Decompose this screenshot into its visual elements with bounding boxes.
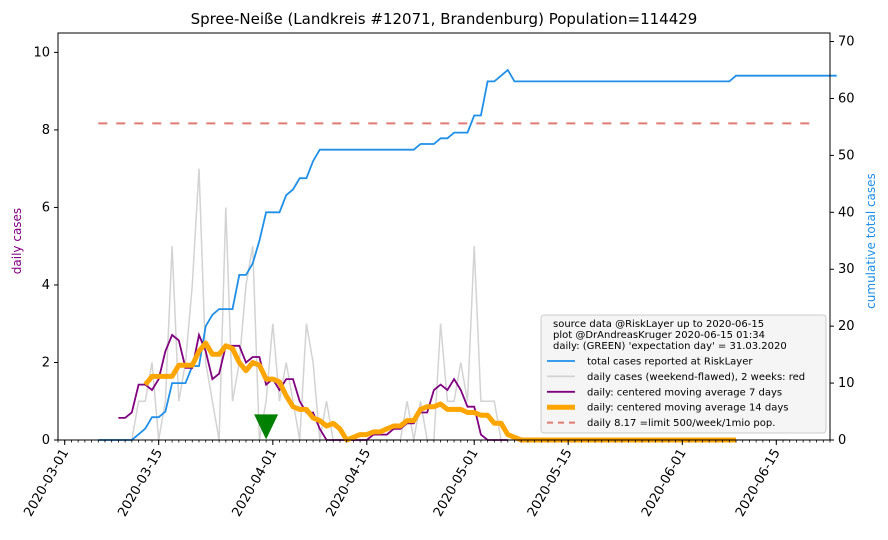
y-left-tick-label: 0 [42,433,50,448]
legend-label: daily cases (weekend-flawed), 2 weeks: r… [587,372,805,383]
legend-header-line: daily: (GREEN) 'expectation day' = 31.03… [553,341,787,352]
y-right-tick-label: 30 [838,262,855,277]
legend-header-line: plot @DrAndreasKruger 2020-06-15 01:34 [553,330,765,341]
legend: source data @RiskLayer up to 2020-06-15p… [540,314,827,434]
y-right-tick-label: 50 [838,148,855,163]
chart-title: Spree-Neiße (Landkreis #12071, Brandenbu… [191,10,698,28]
y-left-tick-label: 10 [33,45,50,60]
y-right-tick-label: 0 [838,433,846,448]
legend-header-line: source data @RiskLayer up to 2020-06-15 [553,319,764,330]
legend-label: daily 8.17 =limit 500/week/1mio pop. [587,418,775,429]
y-right-tick-label: 60 [838,91,855,106]
y-right-tick-label: 70 [838,35,855,50]
expectation-day-marker [254,414,279,440]
y-left-tick-label: 4 [42,278,50,293]
y-right-tick-label: 40 [838,205,855,220]
y-right-tick-label: 10 [838,376,855,391]
legend-label: daily: centered moving average 14 days [587,403,788,414]
y-left-tick-label: 6 [42,200,50,215]
total-cases-line [98,68,837,441]
plot-frame [57,32,831,441]
y-left-tick-label: 2 [42,355,50,370]
legend-box [540,314,827,434]
y-right-tick-label: 20 [838,319,855,334]
ma7-line [118,331,508,441]
y-axis-right-label: cumulative total cases [864,173,878,309]
y-left-tick-label: 8 [42,123,50,138]
legend-label: daily: centered moving average 7 days [587,387,782,398]
legend-label: total cases reported at RiskLayer [587,357,753,368]
y-axis-left-label: daily cases [10,208,24,274]
